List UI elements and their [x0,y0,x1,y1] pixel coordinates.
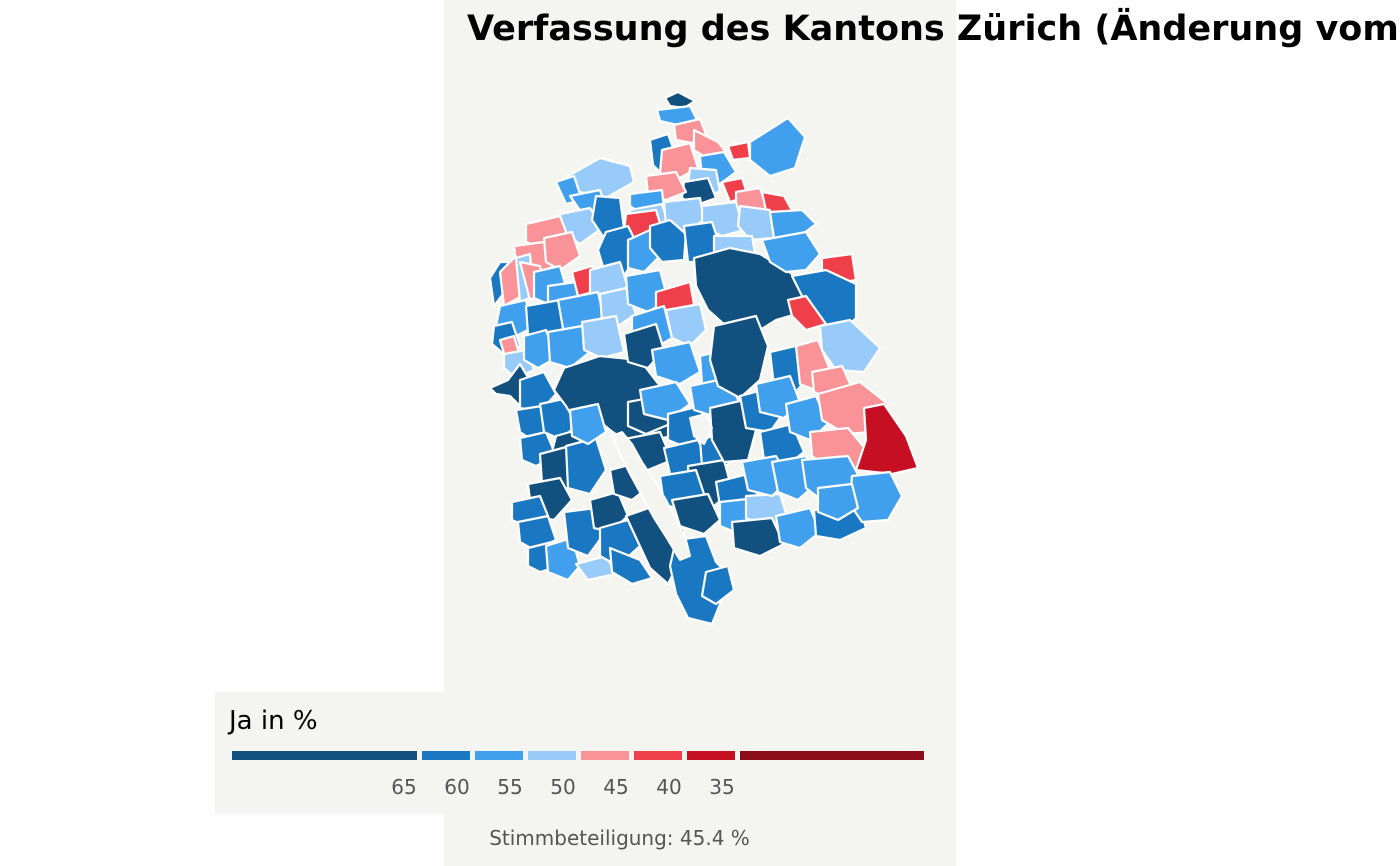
lake-greifensee [689,413,713,445]
municipality-area[interactable] [726,140,752,162]
municipality-area[interactable] [768,208,818,240]
legend-color-swatch [687,751,735,760]
municipality-area[interactable] [650,340,702,386]
legend-color-swatch [475,751,523,760]
legend-tick-label: 55 [497,775,523,799]
municipality-area[interactable] [568,402,608,446]
legend-title: Ja in % [229,706,318,736]
turnout-caption: Stimmbeteiligung: 45.4 % [489,826,750,850]
municipality-area[interactable] [700,564,736,606]
legend-tick-label: 60 [444,775,470,799]
municipality-area[interactable] [580,314,626,360]
municipality-area[interactable] [730,516,786,558]
legend-color-swatch [232,751,417,760]
municipality-area[interactable] [848,470,904,524]
municipality-area[interactable] [854,402,920,476]
municipality-area[interactable] [818,318,882,374]
municipality-area[interactable] [816,482,860,522]
legend-color-swatch [634,751,682,760]
municipality-area[interactable] [663,90,697,110]
municipality-area[interactable] [708,314,770,400]
legend-color-swatch [422,751,470,760]
municipality-area[interactable] [608,546,654,586]
legend-tick-label: 50 [550,775,576,799]
municipality-area[interactable] [748,116,807,178]
legend-color-swatch [581,751,629,760]
legend-color-swatch [740,751,924,760]
municipality-area[interactable] [786,294,828,332]
legend-tick-label: 35 [709,775,735,799]
municipality-area[interactable] [546,324,592,370]
legend-tick-label: 65 [391,775,417,799]
municipality-area[interactable] [670,492,722,536]
lake-zurich [611,431,691,561]
municipality-area[interactable] [564,436,608,496]
map-title: Verfassung des Kantons Zürich (Änderung … [467,9,1399,49]
municipality-area[interactable] [760,230,822,274]
municipality-area[interactable] [542,230,582,272]
municipality-area[interactable] [648,218,688,264]
legend-tick-label: 45 [603,775,629,799]
legend-color-swatch [528,751,576,760]
municipality-area[interactable] [664,302,708,348]
municipality-area[interactable] [658,141,700,182]
legend-tick-label: 40 [656,775,682,799]
municipality-area[interactable] [774,506,822,550]
